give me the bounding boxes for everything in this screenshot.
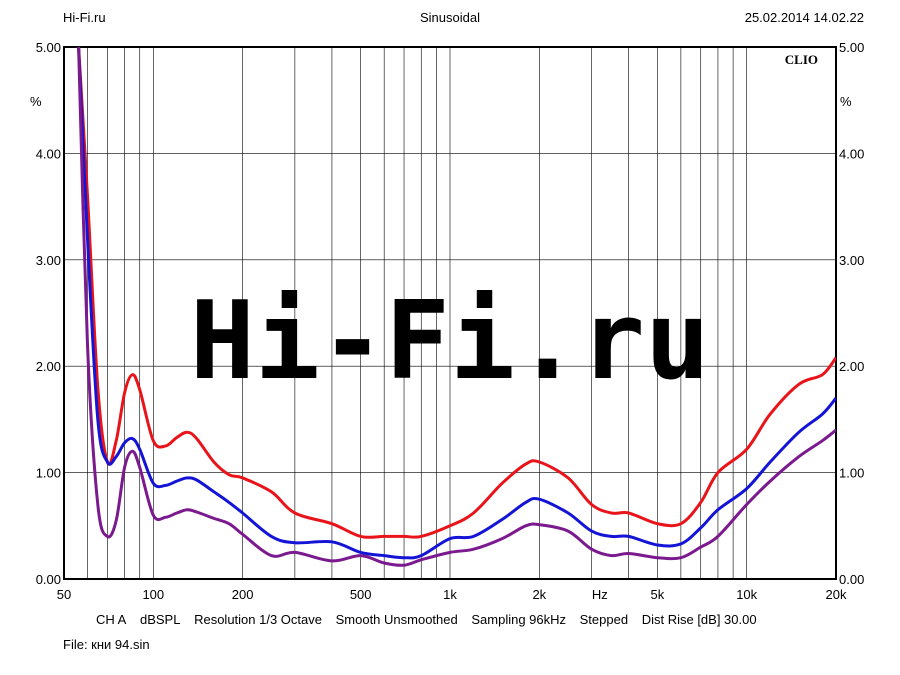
x-tick-label: 10k [736, 587, 757, 602]
x-axis-unit: Hz [592, 587, 608, 602]
plot-frame [63, 46, 837, 580]
footer-resolution: Resolution 1/3 Octave [194, 612, 322, 627]
x-tick-label: 5k [651, 587, 665, 602]
x-tick-label: 2k [532, 587, 546, 602]
y-tick-label-left: 0.00 [36, 572, 61, 587]
y-tick-label-right: 4.00 [839, 146, 864, 161]
footer-file: File: кни 94.sin [63, 637, 150, 652]
y-tick-label-left: 5.00 [36, 40, 61, 55]
x-tick-label: 20k [826, 587, 847, 602]
brand-label: CLIO [785, 52, 818, 67]
footer-settings: CH A dBSPL Resolution 1/3 Octave Smooth … [96, 612, 767, 627]
y-tick-label-left: 3.00 [36, 253, 61, 268]
series-line [77, 47, 836, 560]
y-tick-label-right: 2.00 [839, 359, 864, 374]
footer-smoothing: Smooth Unsmoothed [335, 612, 458, 627]
header-datetime: 25.02.2014 14.02.22 [744, 10, 864, 25]
footer-stepped: Stepped [579, 612, 629, 627]
footer-channel: CH A [96, 612, 127, 627]
x-tick-label: 500 [350, 587, 372, 602]
x-tick-label: 50 [57, 587, 71, 602]
y-axis-unit-left: % [30, 94, 42, 109]
x-tick-label: 200 [232, 587, 254, 602]
x-tick-label: 100 [142, 587, 164, 602]
series-line [77, 47, 836, 539]
footer-sampling: Sampling 96kHz [471, 612, 567, 627]
series-line [77, 47, 836, 567]
y-tick-label-right: 3.00 [839, 253, 864, 268]
y-axis-unit-right: % [840, 94, 852, 109]
x-tick-label: 1k [443, 587, 457, 602]
header-center-title: Sinusoidal [420, 10, 480, 25]
y-tick-label-left: 2.00 [36, 359, 61, 374]
y-tick-label-left: 4.00 [36, 146, 61, 161]
header-left-title: Hi-Fi.ru [63, 10, 106, 25]
y-tick-label-right: 5.00 [839, 40, 864, 55]
footer-dist-rise: Dist Rise [dB] 30.00 [641, 612, 757, 627]
y-tick-label-left: 1.00 [36, 466, 61, 481]
footer-units: dBSPL [139, 612, 181, 627]
y-tick-label-right: 1.00 [839, 466, 864, 481]
y-tick-label-right: 0.00 [839, 572, 864, 587]
